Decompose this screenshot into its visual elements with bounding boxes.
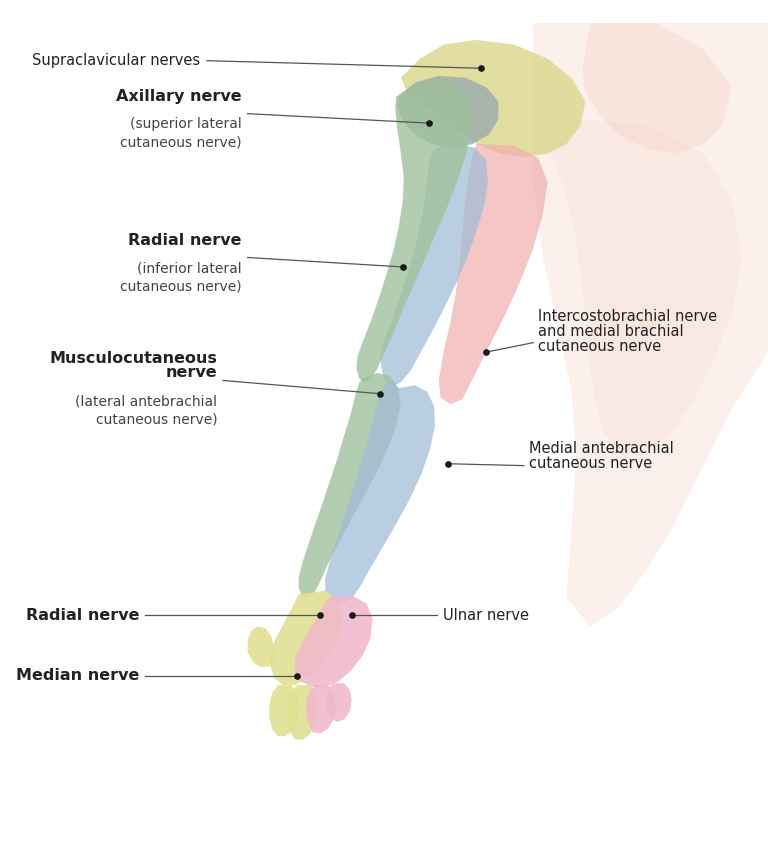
Text: Ulnar nerve: Ulnar nerve: [442, 608, 528, 622]
Text: (lateral antebrachial
cutaneous nerve): (lateral antebrachial cutaneous nerve): [75, 394, 217, 427]
Polygon shape: [247, 627, 276, 667]
Polygon shape: [401, 40, 585, 157]
Polygon shape: [397, 75, 498, 148]
Polygon shape: [531, 23, 768, 627]
Polygon shape: [325, 381, 435, 604]
Text: cutaneous nerve: cutaneous nerve: [538, 339, 661, 354]
Text: (superior lateral
cutaneous nerve): (superior lateral cutaneous nerve): [121, 118, 242, 149]
Polygon shape: [295, 596, 372, 687]
Polygon shape: [270, 590, 343, 685]
Text: Radial nerve: Radial nerve: [128, 233, 242, 248]
Text: (inferior lateral
cutaneous nerve): (inferior lateral cutaneous nerve): [121, 261, 242, 293]
Polygon shape: [439, 144, 548, 404]
Text: nerve: nerve: [166, 365, 217, 381]
Polygon shape: [299, 373, 401, 598]
Polygon shape: [356, 80, 472, 382]
Polygon shape: [306, 685, 336, 734]
Polygon shape: [543, 115, 742, 456]
Text: Radial nerve: Radial nerve: [26, 608, 140, 622]
Polygon shape: [326, 683, 352, 722]
Polygon shape: [287, 685, 318, 740]
Text: Intercostobrachial nerve: Intercostobrachial nerve: [538, 309, 717, 324]
Text: and medial brachial: and medial brachial: [538, 324, 684, 339]
Text: Supraclavicular nerves: Supraclavicular nerves: [32, 53, 200, 68]
Text: Musculocutaneous: Musculocutaneous: [49, 351, 217, 366]
Polygon shape: [270, 685, 299, 736]
Text: Median nerve: Median nerve: [16, 668, 140, 683]
Text: cutaneous nerve: cutaneous nerve: [528, 456, 652, 471]
Text: Medial antebrachial: Medial antebrachial: [528, 441, 674, 456]
Polygon shape: [583, 23, 732, 153]
Text: Axillary nerve: Axillary nerve: [116, 89, 242, 104]
Polygon shape: [380, 144, 488, 386]
